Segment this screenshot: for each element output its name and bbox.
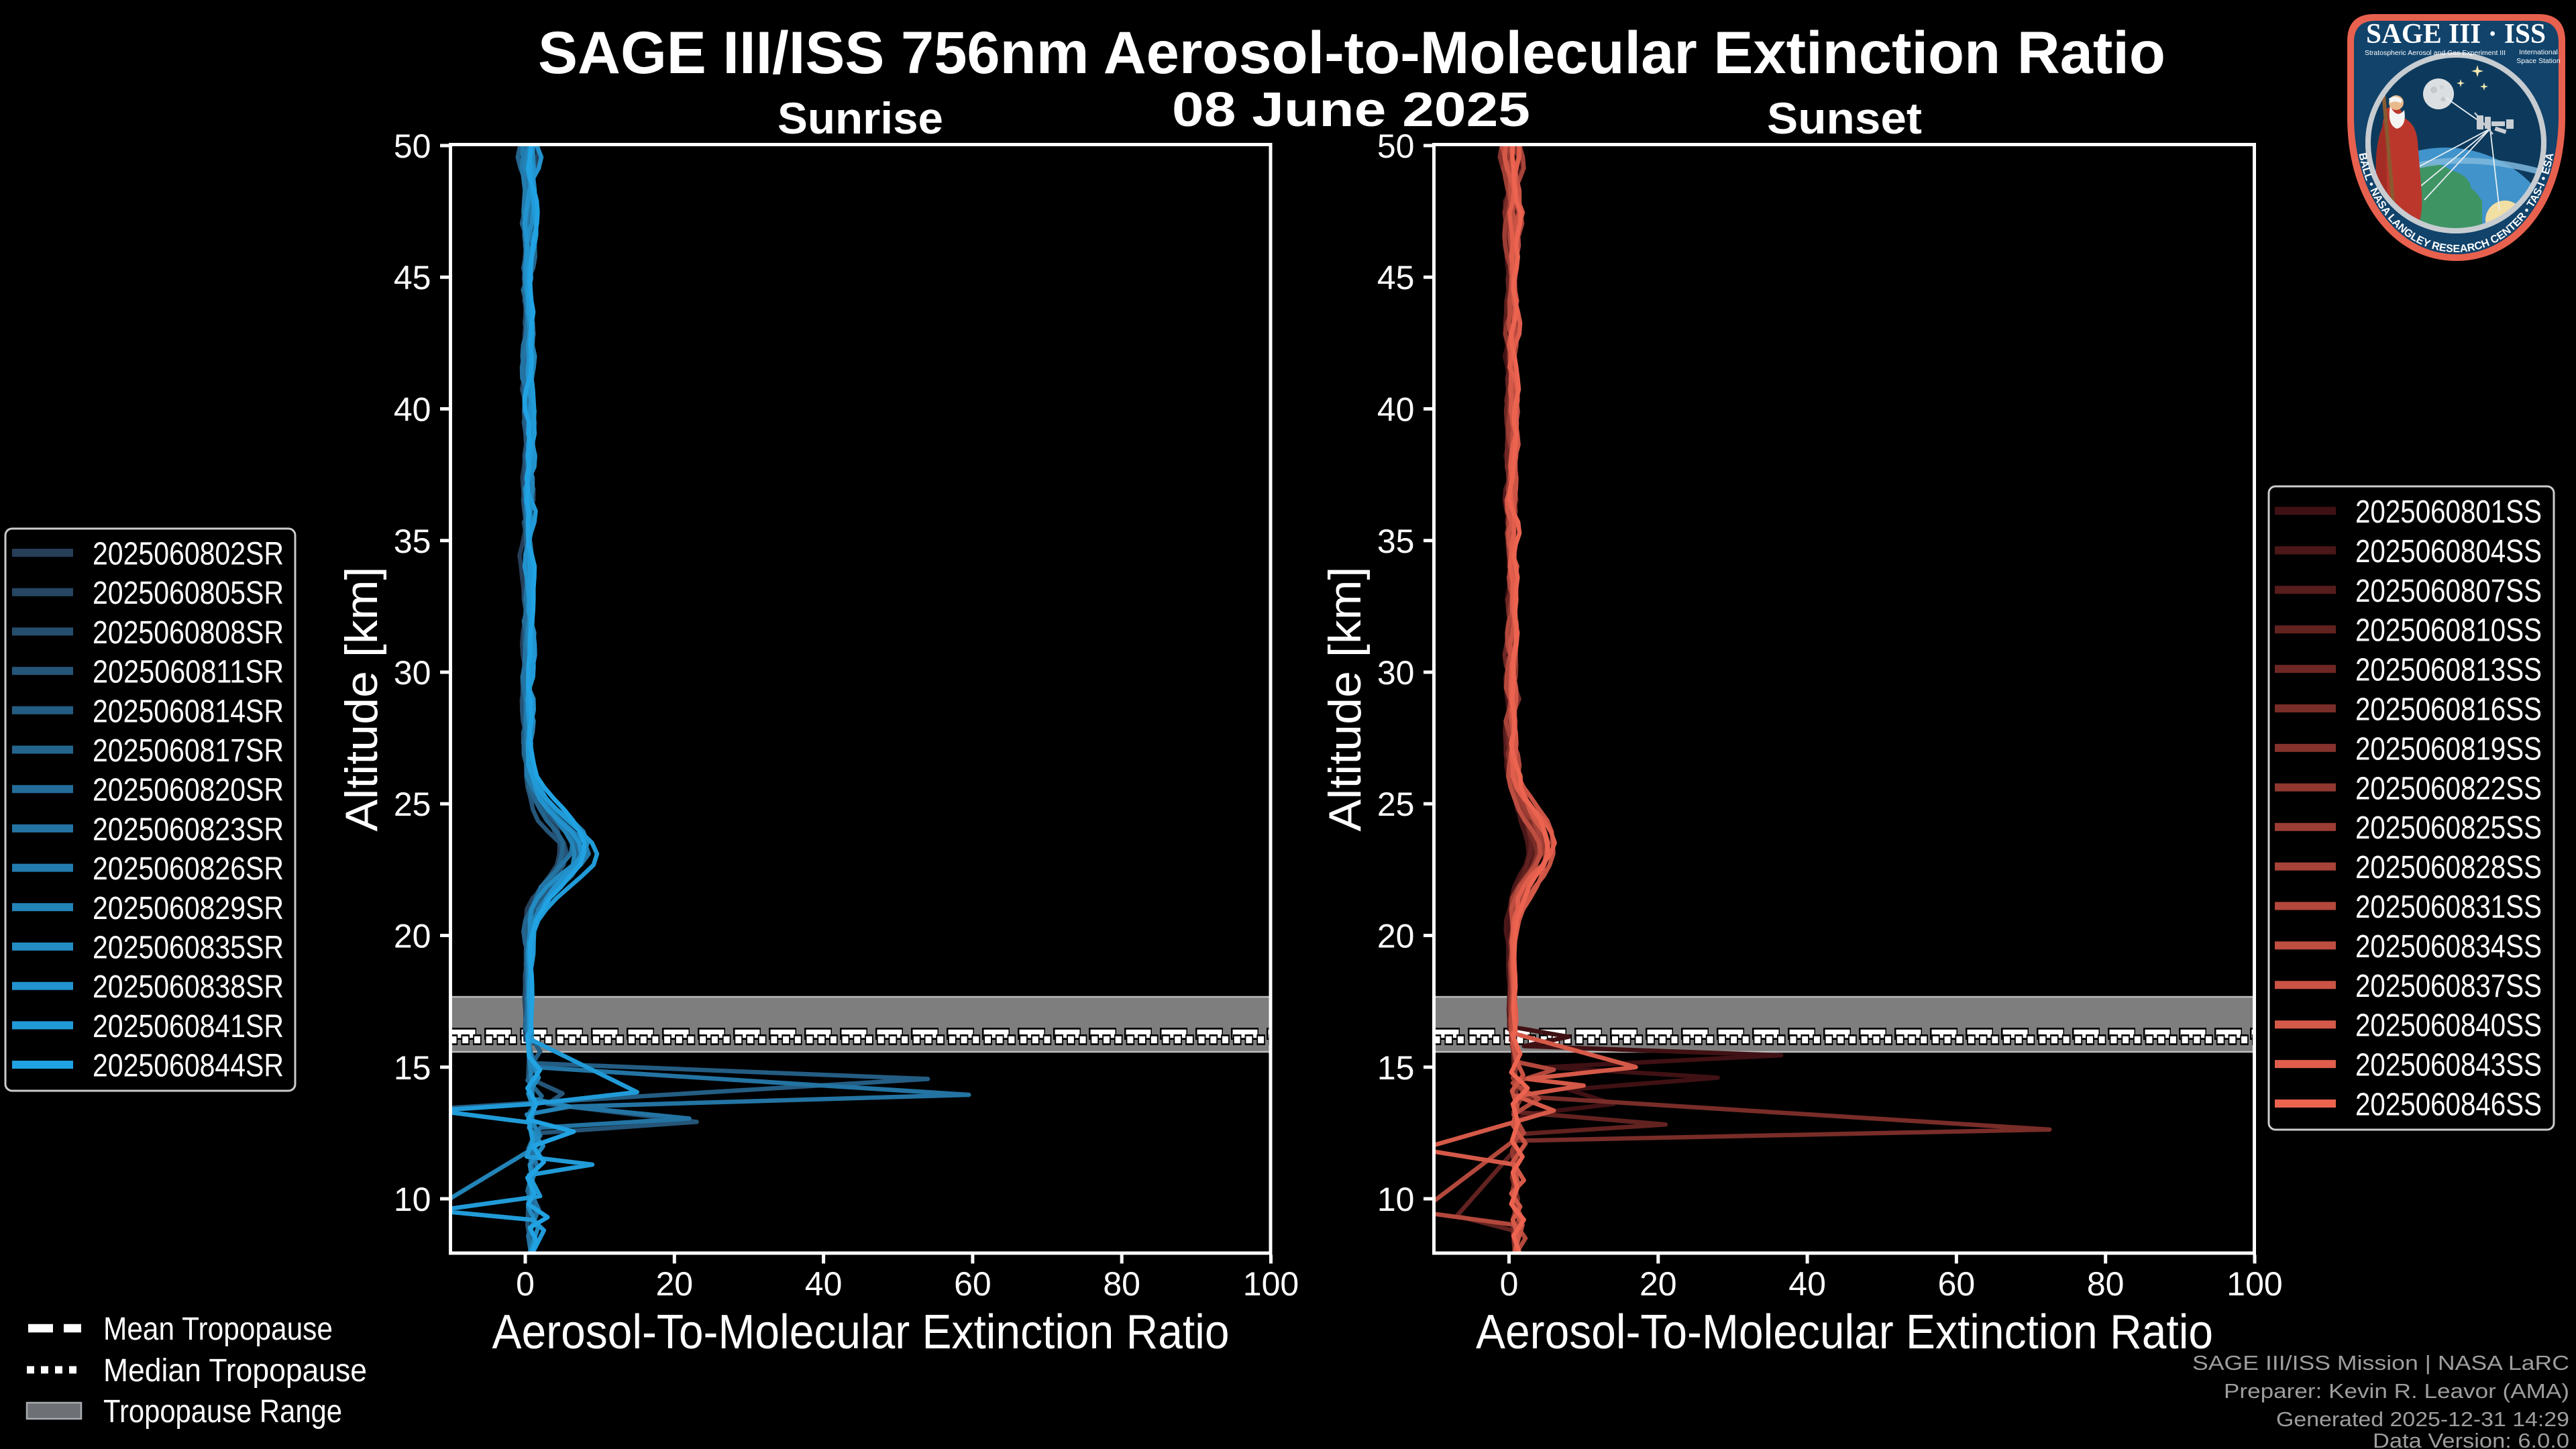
svg-text:2025060834SS: 2025060834SS xyxy=(2355,929,2542,965)
svg-text:15: 15 xyxy=(1377,1049,1415,1087)
svg-text:0: 0 xyxy=(1500,1265,1519,1303)
svg-text:2025060805SR: 2025060805SR xyxy=(93,576,284,611)
svg-text:2025060831SS: 2025060831SS xyxy=(2355,890,2542,925)
svg-text:40: 40 xyxy=(394,391,431,429)
svg-text:Tropopause Range: Tropopause Range xyxy=(103,1394,342,1430)
svg-text:25: 25 xyxy=(394,786,431,823)
svg-text:2025060802SR: 2025060802SR xyxy=(93,537,284,572)
svg-text:2025060816SS: 2025060816SS xyxy=(2355,692,2542,728)
svg-text:SAGE III · ISS: SAGE III · ISS xyxy=(2366,19,2546,50)
svg-text:40: 40 xyxy=(805,1265,843,1303)
svg-text:SAGE III/ISS 756nm Aerosol-to-: SAGE III/ISS 756nm Aerosol-to-Molecular … xyxy=(538,19,2165,86)
svg-text:2025060801SS: 2025060801SS xyxy=(2355,494,2542,530)
svg-text:35: 35 xyxy=(1377,523,1415,560)
svg-text:08 June 2025: 08 June 2025 xyxy=(1172,83,1530,137)
svg-text:20: 20 xyxy=(1377,918,1415,955)
svg-text:2025060814SR: 2025060814SR xyxy=(93,694,284,729)
svg-text:Preparer: Kevin R. Leavor (AMA: Preparer: Kevin R. Leavor (AMA) xyxy=(2224,1379,2569,1403)
svg-text:80: 80 xyxy=(1103,1265,1140,1303)
svg-text:Sunrise: Sunrise xyxy=(777,93,943,143)
svg-text:2025060835SR: 2025060835SR xyxy=(93,930,284,966)
svg-text:2025060844SR: 2025060844SR xyxy=(93,1049,284,1084)
svg-text:45: 45 xyxy=(1377,259,1415,297)
svg-text:Space Station: Space Station xyxy=(2516,57,2561,65)
svg-text:Aerosol-To-Molecular Extinctio: Aerosol-To-Molecular Extinction Ratio xyxy=(492,1305,1230,1359)
svg-text:International: International xyxy=(2519,48,2558,56)
svg-text:0: 0 xyxy=(516,1265,535,1303)
svg-text:2025060808SR: 2025060808SR xyxy=(93,615,284,651)
svg-text:2025060838SR: 2025060838SR xyxy=(93,969,284,1005)
svg-text:100: 100 xyxy=(1243,1265,1299,1303)
svg-text:10: 10 xyxy=(1377,1181,1415,1218)
svg-text:Median Tropopause: Median Tropopause xyxy=(103,1353,367,1389)
svg-text:2025060817SR: 2025060817SR xyxy=(93,733,284,769)
svg-text:2025060819SS: 2025060819SS xyxy=(2355,731,2542,767)
svg-text:15: 15 xyxy=(394,1049,431,1087)
svg-text:Generated 2025-12-31 14:29: Generated 2025-12-31 14:29 xyxy=(2276,1407,2569,1431)
svg-text:20: 20 xyxy=(1640,1265,1677,1303)
svg-text:2025060846SS: 2025060846SS xyxy=(2355,1087,2542,1123)
svg-text:2025060825SS: 2025060825SS xyxy=(2355,810,2542,846)
svg-text:2025060807SS: 2025060807SS xyxy=(2355,574,2542,609)
svg-text:20: 20 xyxy=(655,1265,693,1303)
svg-text:35: 35 xyxy=(394,523,431,560)
svg-text:2025060828SS: 2025060828SS xyxy=(2355,850,2542,885)
svg-text:SAGE III/ISS Mission | NASA La: SAGE III/ISS Mission | NASA LaRC xyxy=(2192,1351,2569,1375)
svg-text:2025060826SR: 2025060826SR xyxy=(93,851,284,887)
svg-text:Data Version: 6.0.0: Data Version: 6.0.0 xyxy=(2373,1429,2569,1449)
svg-text:Aerosol-To-Molecular Extinctio: Aerosol-To-Molecular Extinction Ratio xyxy=(1476,1305,2213,1359)
svg-text:Stratospheric Aerosol and Gas: Stratospheric Aerosol and Gas Experiment… xyxy=(2365,49,2506,57)
svg-text:30: 30 xyxy=(1377,654,1415,692)
svg-text:60: 60 xyxy=(1938,1265,1976,1303)
svg-text:20: 20 xyxy=(394,918,431,955)
svg-text:30: 30 xyxy=(394,654,431,692)
svg-text:2025060843SS: 2025060843SS xyxy=(2355,1048,2542,1083)
svg-text:2025060829SR: 2025060829SR xyxy=(93,891,284,926)
svg-text:80: 80 xyxy=(2087,1265,2125,1303)
svg-text:Sunset: Sunset xyxy=(1767,93,1922,143)
svg-text:2025060822SS: 2025060822SS xyxy=(2355,771,2542,806)
svg-text:2025060837SS: 2025060837SS xyxy=(2355,969,2542,1004)
svg-text:45: 45 xyxy=(394,259,431,297)
svg-text:50: 50 xyxy=(394,127,431,165)
svg-text:2025060840SS: 2025060840SS xyxy=(2355,1008,2542,1044)
svg-text:Altitude [km]: Altitude [km] xyxy=(336,567,387,832)
svg-text:2025060841SR: 2025060841SR xyxy=(93,1009,284,1044)
svg-text:2025060810SS: 2025060810SS xyxy=(2355,613,2542,649)
svg-text:60: 60 xyxy=(954,1265,991,1303)
svg-text:2025060813SS: 2025060813SS xyxy=(2355,653,2542,688)
svg-text:40: 40 xyxy=(1788,1265,1826,1303)
svg-text:2025060811SR: 2025060811SR xyxy=(93,655,284,690)
svg-text:Mean Tropopause: Mean Tropopause xyxy=(103,1311,333,1347)
svg-text:50: 50 xyxy=(1377,127,1415,165)
svg-text:Altitude [km]: Altitude [km] xyxy=(1320,567,1371,832)
svg-text:2025060804SS: 2025060804SS xyxy=(2355,534,2542,570)
svg-text:2025060820SR: 2025060820SR xyxy=(93,773,284,808)
svg-text:40: 40 xyxy=(1377,391,1415,429)
svg-text:2025060823SR: 2025060823SR xyxy=(93,812,284,847)
svg-text:25: 25 xyxy=(1377,786,1415,823)
svg-text:10: 10 xyxy=(394,1181,431,1218)
svg-text:100: 100 xyxy=(2226,1265,2282,1303)
